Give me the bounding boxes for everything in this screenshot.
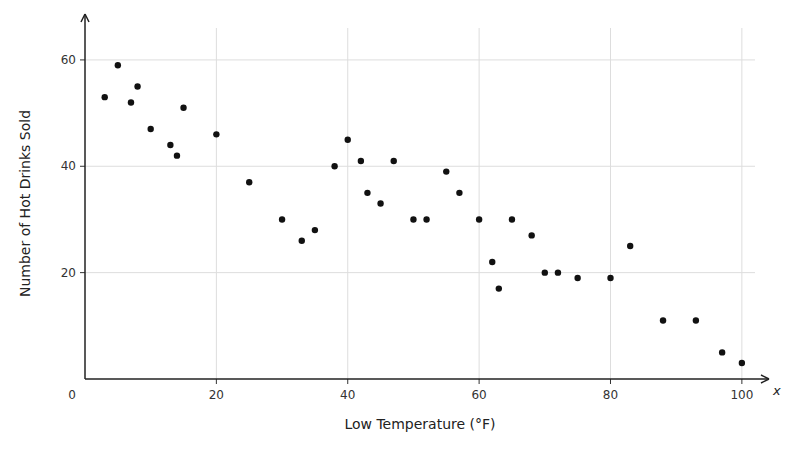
x-axis-line xyxy=(85,378,755,380)
point xyxy=(174,152,180,158)
point xyxy=(134,83,140,89)
point xyxy=(331,163,337,169)
chart: 20 40 60 80 100 20 40 60 x 0 Low Temperature (°F) N… xyxy=(0,0,800,451)
point xyxy=(279,216,285,222)
y-axis-arrow xyxy=(81,14,89,22)
point xyxy=(128,99,134,105)
grid-line xyxy=(479,28,480,379)
grid xyxy=(85,28,755,379)
point xyxy=(456,190,462,196)
tick-label: 100 xyxy=(730,388,753,402)
x-axis-label: Low Temperature (°F) xyxy=(344,416,495,432)
tick-label: 80 xyxy=(603,388,618,402)
point xyxy=(180,105,186,111)
annotation: 0 xyxy=(68,388,76,402)
point xyxy=(443,168,449,174)
point xyxy=(147,126,153,132)
point xyxy=(509,216,515,222)
point xyxy=(345,136,351,142)
point xyxy=(607,275,613,281)
point xyxy=(528,232,534,238)
point xyxy=(358,158,364,164)
grid-line xyxy=(741,28,742,379)
point xyxy=(719,349,725,355)
grid-line xyxy=(85,59,755,60)
tick-label: 40 xyxy=(340,388,355,402)
point xyxy=(739,360,745,366)
y-axis-line xyxy=(84,28,86,379)
y-axis-label: Number of Hot Drinks Sold xyxy=(17,110,33,297)
point xyxy=(555,269,561,275)
annotation: x xyxy=(772,383,781,398)
tick-label: 40 xyxy=(61,159,76,173)
grid-line xyxy=(610,28,611,379)
axes: 20 40 60 80 100 20 40 60 xyxy=(61,14,769,402)
tick-label: 20 xyxy=(61,266,76,280)
point xyxy=(312,227,318,233)
point xyxy=(496,285,502,291)
point xyxy=(391,158,397,164)
background xyxy=(0,0,800,451)
grid-line xyxy=(85,166,755,167)
tick-label: 60 xyxy=(61,53,76,67)
point xyxy=(627,243,633,249)
point xyxy=(213,131,219,137)
point xyxy=(410,216,416,222)
point xyxy=(102,94,108,100)
point xyxy=(364,190,370,196)
point xyxy=(167,142,173,148)
point xyxy=(660,317,666,323)
point xyxy=(574,275,580,281)
chart-container: 20 40 60 80 100 20 40 60 x 0 Low Temperature (°F) N… xyxy=(0,0,800,451)
grid-line xyxy=(347,28,348,379)
grid-line xyxy=(216,28,217,379)
grid-line xyxy=(85,272,755,273)
tick-label: 60 xyxy=(471,388,486,402)
point xyxy=(423,216,429,222)
point xyxy=(476,216,482,222)
point xyxy=(489,259,495,265)
point xyxy=(693,317,699,323)
points xyxy=(102,62,746,366)
point xyxy=(299,238,305,244)
point xyxy=(246,179,252,185)
tick-label: 20 xyxy=(209,388,224,402)
point xyxy=(542,269,548,275)
point xyxy=(115,62,121,68)
x-axis-arrow xyxy=(761,375,769,383)
point xyxy=(377,200,383,206)
